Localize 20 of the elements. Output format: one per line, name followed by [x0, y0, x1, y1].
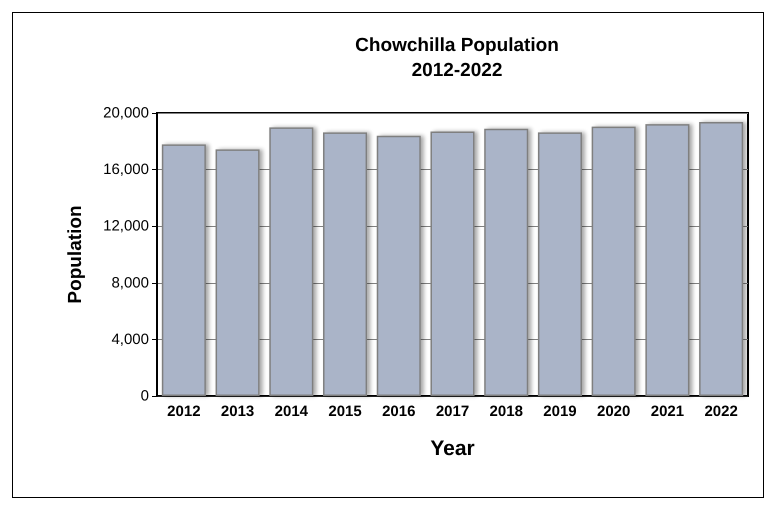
x-tick-label: 2016 [382, 403, 416, 420]
x-tick-label: 2013 [220, 403, 254, 420]
y-tick-label: 12,000 [103, 218, 149, 235]
y-tick-label: 8,000 [111, 274, 149, 292]
x-tick-label: 2012 [167, 403, 201, 420]
x-tick-label: 2018 [490, 403, 523, 420]
y-axis-title: Population [65, 205, 86, 304]
x-tick-label: 2021 [650, 403, 684, 420]
x-tick-label: 2015 [328, 403, 362, 420]
x-tick-label: 2019 [543, 403, 577, 420]
y-tick-label: 20,000 [103, 104, 149, 122]
x-tick-label: 2017 [436, 403, 470, 420]
y-tick-label: 0 [140, 388, 149, 404]
x-tick-label: 2020 [596, 403, 630, 420]
x-axis-title: Year [430, 437, 475, 460]
chart-title: Chowchilla Population 2012-2022 [355, 35, 559, 81]
y-tick-label: 4,000 [111, 330, 149, 348]
x-tick-label: 2022 [704, 403, 738, 420]
y-tick-label: 16,000 [103, 161, 149, 178]
x-tick-label: 2014 [274, 403, 309, 420]
